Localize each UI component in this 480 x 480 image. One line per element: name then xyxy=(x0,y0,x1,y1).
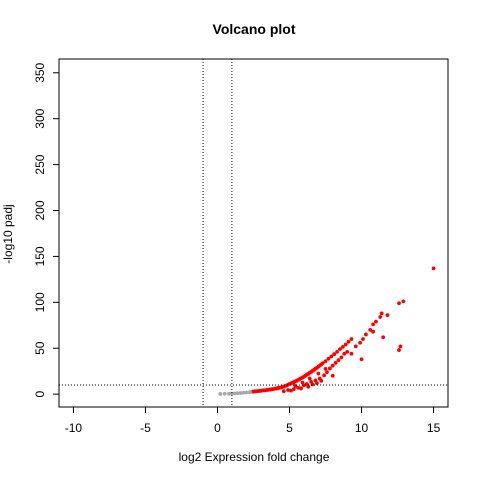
data-point xyxy=(343,342,348,347)
data-point xyxy=(346,339,351,344)
data-point xyxy=(291,387,296,391)
data-point xyxy=(398,344,403,349)
data-point xyxy=(326,356,331,361)
data-point xyxy=(397,301,401,306)
data-point xyxy=(227,391,231,396)
data-point xyxy=(323,366,328,371)
y-tick-label: 50 xyxy=(33,341,47,355)
data-point xyxy=(340,344,345,349)
y-tick-label: 200 xyxy=(33,200,47,220)
data-point xyxy=(385,313,390,318)
x-tick-label: -10 xyxy=(65,421,83,435)
data-point xyxy=(374,319,378,324)
data-point xyxy=(349,351,354,356)
data-point xyxy=(218,392,223,396)
data-point xyxy=(235,391,240,396)
x-tick-label: 15 xyxy=(427,421,441,435)
data-point xyxy=(330,373,335,378)
x-axis-label: log2 Expression fold change xyxy=(179,450,330,464)
data-point xyxy=(299,386,303,391)
data-point xyxy=(336,358,341,363)
data-point xyxy=(431,266,436,271)
y-axis-ticks: 0 50 100 150 200 250 300 350 xyxy=(33,62,59,397)
data-point xyxy=(339,355,344,360)
data-point xyxy=(368,327,373,332)
y-axis-label: -log10 padj xyxy=(1,204,15,263)
data-point xyxy=(349,337,354,341)
data-point xyxy=(244,390,249,395)
data-point xyxy=(329,354,334,359)
data-point xyxy=(361,337,365,341)
x-tick-label: 0 xyxy=(214,421,221,435)
data-point xyxy=(289,388,293,393)
y-tick-label: 150 xyxy=(33,246,47,266)
data-point xyxy=(322,373,326,378)
data-point xyxy=(363,332,368,337)
chart-title: Volcano plot xyxy=(213,21,296,37)
data-point xyxy=(378,315,383,319)
data-points xyxy=(218,266,436,396)
data-point xyxy=(401,299,406,304)
data-point xyxy=(371,322,375,327)
y-tick-label: 300 xyxy=(33,108,47,128)
x-tick-label: 5 xyxy=(286,421,293,435)
y-tick-label: 350 xyxy=(33,62,47,82)
y-tick-label: 0 xyxy=(33,390,47,397)
data-point xyxy=(323,359,328,364)
data-point xyxy=(332,352,337,357)
data-point xyxy=(232,391,237,396)
x-axis-ticks: -10 -5 0 5 10 15 xyxy=(65,407,441,435)
data-point xyxy=(222,391,227,396)
data-point xyxy=(371,329,375,334)
plot-frame xyxy=(58,58,449,408)
data-point xyxy=(314,381,319,386)
data-point xyxy=(345,350,350,354)
data-point xyxy=(306,384,311,389)
data-point xyxy=(320,361,325,366)
x-tick-label: -5 xyxy=(140,421,151,435)
data-point xyxy=(335,350,339,354)
data-point xyxy=(397,348,401,352)
data-point xyxy=(238,391,243,395)
data-point xyxy=(353,344,358,349)
data-point xyxy=(325,370,329,375)
data-point xyxy=(327,366,332,371)
threshold-lines xyxy=(59,59,448,407)
y-tick-label: 250 xyxy=(33,154,47,174)
data-point xyxy=(319,378,324,383)
data-point xyxy=(338,347,342,352)
data-point xyxy=(296,385,301,390)
data-point xyxy=(359,357,364,362)
data-point xyxy=(333,361,338,365)
data-point xyxy=(358,340,363,345)
data-point xyxy=(316,371,321,376)
data-point xyxy=(229,391,234,396)
data-point xyxy=(379,311,384,316)
y-tick-label: 100 xyxy=(33,292,47,312)
data-point xyxy=(342,351,347,356)
data-point xyxy=(241,390,246,395)
x-tick-label: 10 xyxy=(355,421,369,435)
data-point xyxy=(300,380,305,385)
data-point xyxy=(281,389,286,394)
data-point xyxy=(381,335,386,340)
data-point xyxy=(286,388,290,392)
data-point xyxy=(330,363,335,368)
data-point xyxy=(307,376,312,381)
